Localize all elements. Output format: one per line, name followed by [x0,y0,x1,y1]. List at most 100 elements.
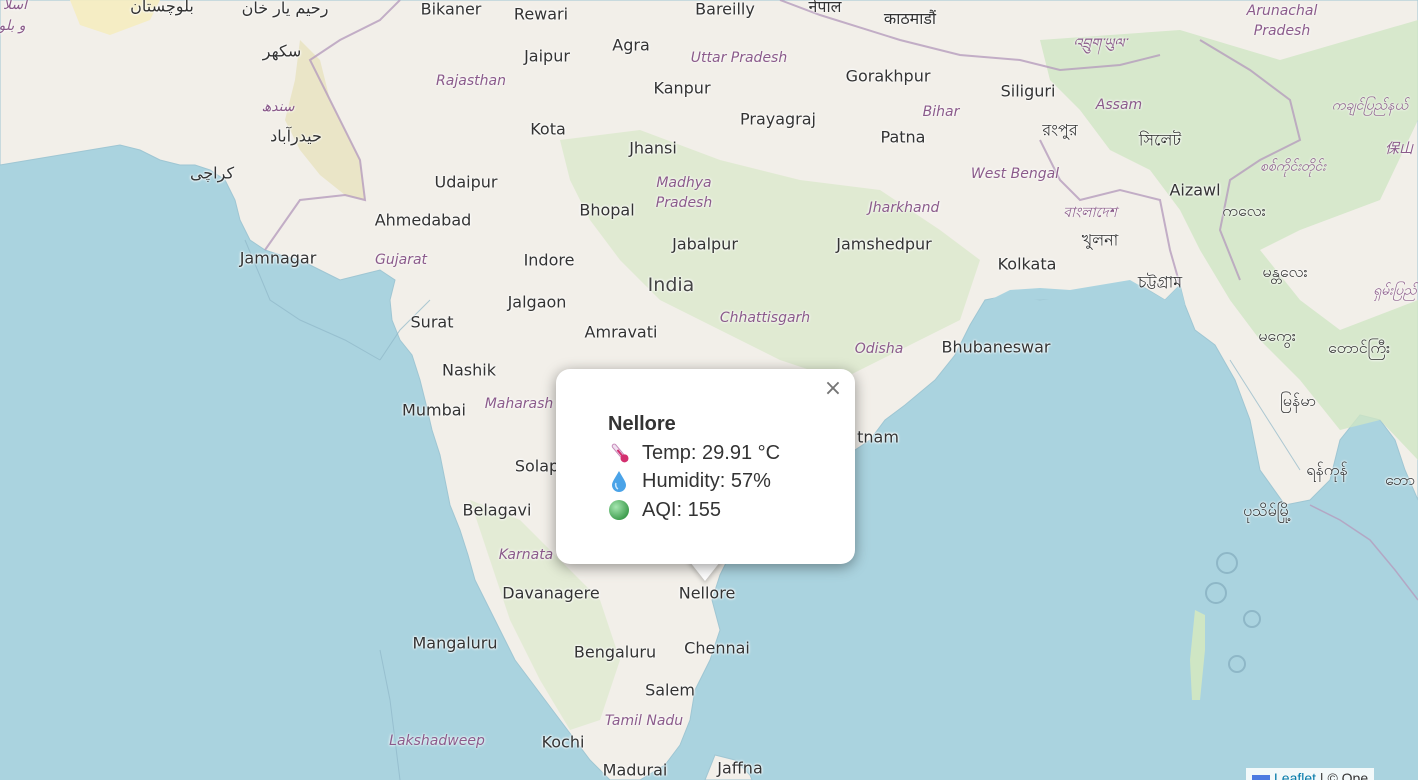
city-label: Gorakhpur [845,66,931,86]
city-label: Nashik [442,360,496,380]
country-label: India [647,274,695,296]
region-label: Rajasthan [436,73,506,89]
attribution-text: | © Ope [1316,770,1369,780]
city-label: Kochi [541,732,585,752]
city-label: Jalgaon [507,292,567,312]
city-label: မကွေး [1258,326,1296,345]
popup-content: Nellore Temp: 29.91 °C [608,410,780,524]
city-label: Indore [523,250,575,270]
region-label: West Bengal [970,166,1060,182]
region-label: Lakshadweep [389,733,485,749]
city-label: حیدرآباد [270,126,322,146]
city-label: Aizawl [1169,180,1221,200]
city-label: Nellore [678,583,736,603]
humidity-row: Humidity: 57% [608,467,780,496]
city-label: Siliguri [1000,81,1056,101]
aqi-text: AQI: 155 [642,498,721,521]
city-label: Jhansi [629,138,677,158]
city-label: رحیم یار خان [241,0,329,18]
city-label: Bhopal [579,200,635,220]
region-label: و بلو [0,18,26,34]
flag-icon [1252,775,1270,780]
region-label: 保山 [1385,141,1413,157]
city-label: کراچی [189,163,235,183]
region-label: Gujarat [374,252,428,268]
city-label: Surat [410,312,454,332]
city-label: Jaffna [717,758,763,778]
thermometer-icon [608,441,642,465]
city-label: ရန်ကုန် [1306,460,1348,479]
green-circle-icon [608,499,642,521]
city-label: Kanpur [653,78,711,98]
region-label: Arunachal [1246,3,1318,19]
city-label: Madurai [602,760,668,780]
region-label: Jharkhand [868,200,940,216]
city-label: Salem [645,680,695,700]
region-label: စစ်ကိုင်းတိုင်း [1260,158,1326,175]
city-label: काठमाडौं [883,9,937,28]
city-label: Bengaluru [573,642,657,662]
city-label: ပုသိမ်မြို့ [1242,501,1292,520]
leaflet-link[interactable]: Leaflet [1274,770,1317,780]
city-label: Mumbai [402,400,466,420]
city-label: Prayagraj [739,109,817,129]
popup-title: Nellore [608,413,676,435]
city-label: Agra [612,35,650,55]
region-label: Bihar [922,104,960,120]
region-label: Assam [1095,97,1143,113]
city-label: Ahmedabad [374,210,472,230]
region-label: اسلا [3,0,27,13]
city-label: Mangaluru [412,633,498,653]
city-label: Patna [880,127,926,147]
region-label: Karnata [498,547,554,563]
city-label: Bhubaneswar [941,337,1051,357]
region-label: Madhya [656,175,712,191]
city-label: Jamnagar [239,248,317,268]
region-label: ရှမ်းပြည် [1373,282,1417,299]
city-label: চট্টগ্রাম [1137,272,1183,292]
region-label: Chhattisgarh [719,310,811,326]
city-label: Kota [530,119,566,139]
region-label: Tamil Nadu [604,713,684,729]
city-label: সিলেট [1138,130,1182,150]
city-label: Jabalpur [672,234,738,254]
city-label: Rewari [513,4,569,24]
popup-close-button[interactable]: × [823,376,843,401]
city-label: Jamshedpur [836,234,932,254]
city-label: Amravati [584,322,658,342]
city-label: Solap [514,456,560,476]
city-label: မြန်မာ [1280,391,1316,410]
city-label: Kolkata [997,254,1057,274]
region-label: Maharash [484,396,554,412]
region-label: বাংলাদেশ [1063,205,1117,221]
city-label: سکھر [262,41,302,61]
map-attribution: Leaflet | © Ope [1246,768,1375,780]
city-label: Chennai [684,638,750,658]
city-label: ဘော [1384,470,1416,489]
city-label: တောင်ကြီး [1327,338,1391,357]
region-label: Uttar Pradesh [690,50,788,66]
droplet-icon [608,469,642,493]
humidity-text: Humidity: 57% [642,470,771,492]
city-label: Bareilly [695,0,755,19]
region-label: Pradesh [655,195,713,211]
city-popup: × Nellore Temp: 29.91 °C [556,369,855,564]
city-label: ကလေး [1222,201,1266,220]
region-label: འབྲུག་ཡུལ་ [1073,36,1127,52]
city-label: tnam [857,427,899,447]
city-label: Bikaner [420,0,482,19]
aqi-row: AQI: 155 [608,496,780,525]
region-label: سندھ [261,99,295,115]
region-label: Odisha [854,341,904,357]
city-label: Belagavi [462,500,532,520]
city-label: नेपाल [808,0,842,16]
city-label: بلوچستان [130,0,194,16]
temp-row: Temp: 29.91 °C [608,439,780,468]
city-label: Jaipur [524,46,570,66]
region-label: ကချင်ပြည်နယ် [1331,97,1409,114]
city-label: မန္တလေး [1262,262,1308,281]
temp-text: Temp: 29.91 °C [642,441,781,464]
city-label: Davanagere [502,583,600,603]
city-label: খুলনা [1081,230,1119,250]
